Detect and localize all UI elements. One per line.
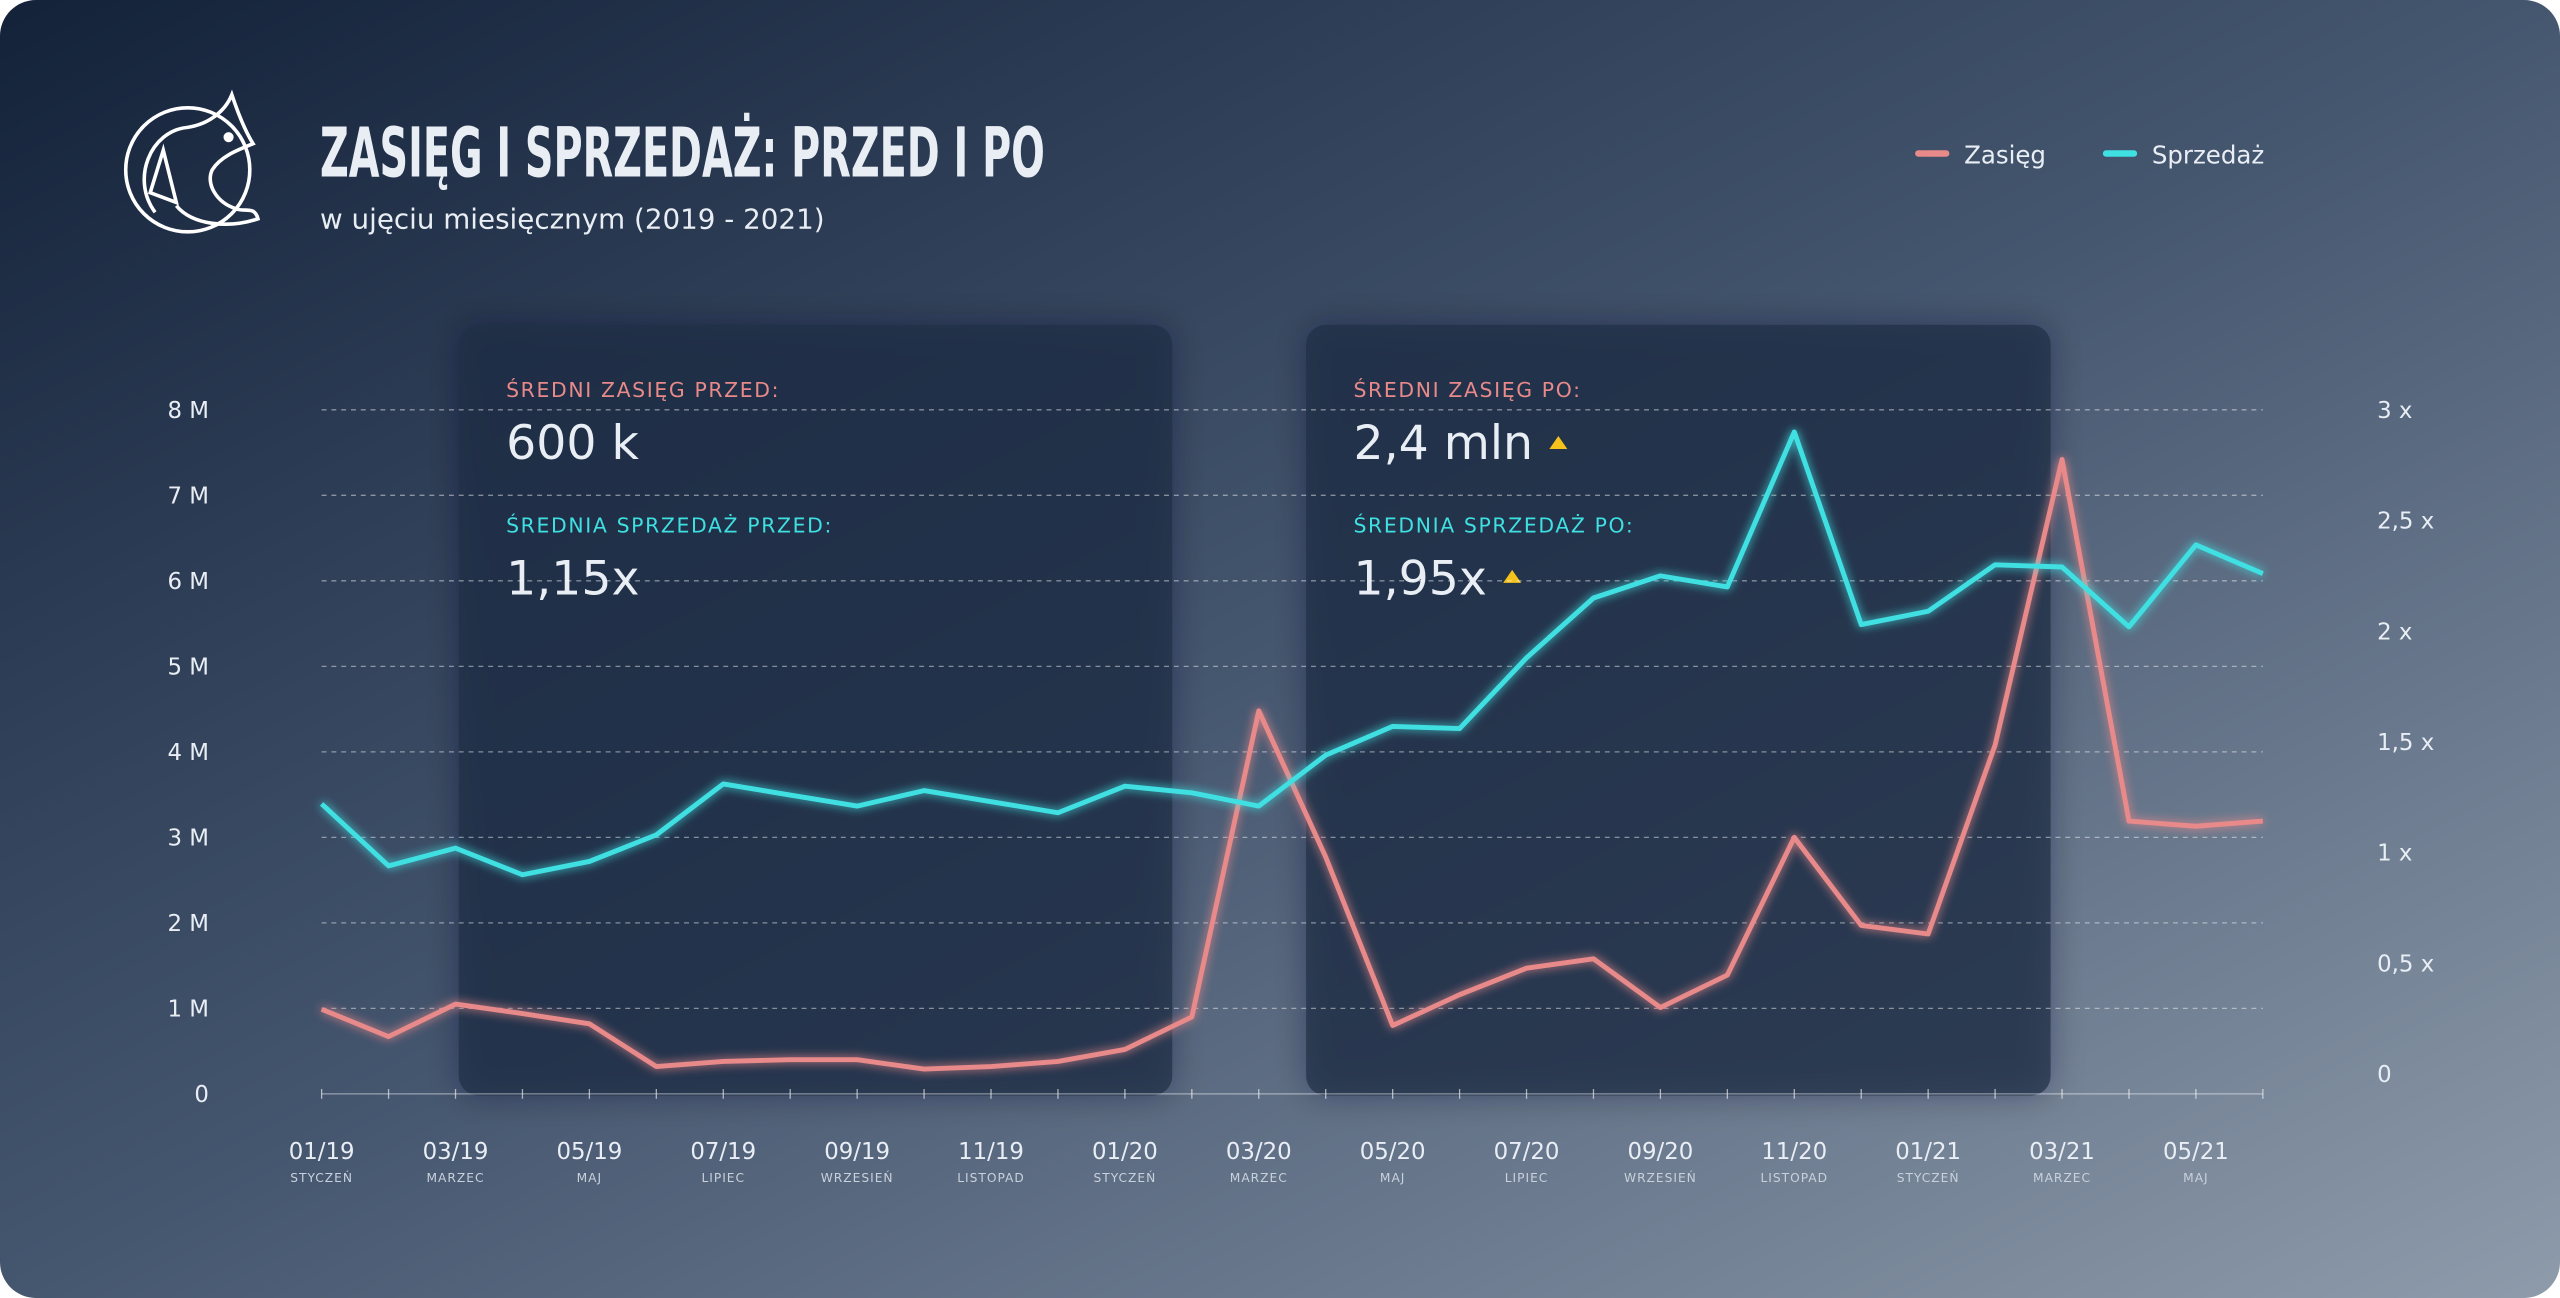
panel — [1306, 324, 2051, 1096]
x-tick-sublabel: WRZESIEŃ — [821, 1170, 894, 1185]
x-tick-label: 01/19 — [289, 1139, 355, 1165]
data-line — [319, 429, 2264, 878]
y-tick-label: 5 M — [167, 655, 209, 681]
x-tick-label: 09/20 — [1627, 1139, 1693, 1165]
y-tick-label: 8 M — [167, 398, 209, 424]
panel-label: ŚREDNIA SPRZEDAŻ PO: — [1353, 512, 1634, 537]
x-tick-sublabel: WRZESIEŃ — [1624, 1170, 1697, 1185]
x-tick-label: 01/21 — [1895, 1139, 1961, 1165]
x-tick-sublabel: MARZEC — [1230, 1171, 1288, 1185]
panel-value: 600 k — [506, 416, 639, 471]
x-tick-label: 05/19 — [556, 1139, 622, 1165]
logo — [123, 89, 261, 234]
x-tick-label: 05/21 — [2163, 1139, 2229, 1165]
y-tick-label: 2 M — [167, 911, 209, 937]
x-tick-label: 03/19 — [423, 1139, 489, 1165]
panel-value: 1,95x — [1353, 551, 1486, 606]
x-tick-label: 11/20 — [1761, 1139, 1827, 1165]
trend-up-icon — [1503, 569, 1522, 583]
y-tick-label: 1 M — [167, 997, 209, 1023]
panel-label: ŚREDNI ZASIĘG PRZED: — [506, 377, 780, 402]
y2-tick-label: 1,5 x — [2377, 730, 2434, 756]
x-tick-sublabel: MARZEC — [2033, 1171, 2091, 1185]
x-tick-sublabel: STYCZEŃ — [290, 1170, 353, 1185]
x-tick-sublabel: MAJ — [2183, 1171, 2208, 1185]
y-tick-label: 3 M — [167, 826, 209, 852]
x-tick-sublabel: LISTOPAD — [1761, 1171, 1829, 1185]
panel-value: 1,15x — [506, 551, 639, 606]
y-tick-label: 0 — [194, 1082, 209, 1108]
x-tick-label: 05/20 — [1360, 1139, 1426, 1165]
x-tick-sublabel: MAJ — [577, 1171, 602, 1185]
y2-tick-label: 3 x — [2377, 398, 2412, 424]
y2-tick-label: 0 — [2377, 1062, 2392, 1088]
x-tick-sublabel: MARZEC — [427, 1171, 485, 1185]
legend-label: Zasięg — [1964, 140, 2046, 169]
y-tick-label: 4 M — [167, 740, 209, 766]
y-tick-label: 7 M — [167, 483, 209, 509]
data-line — [320, 456, 2264, 1072]
x-tick-label: 09/19 — [824, 1139, 890, 1165]
y2-tick-label: 2,5 x — [2377, 509, 2434, 535]
y2-tick-label: 2 x — [2377, 619, 2412, 645]
panel-value: 2,4 mln — [1353, 416, 1533, 471]
trend-up-icon — [1549, 435, 1568, 449]
x-tick-sublabel: STYCZEŃ — [1094, 1170, 1157, 1185]
x-tick-sublabel: LIPIEC — [1505, 1171, 1549, 1185]
x-tick-sublabel: LIPIEC — [701, 1171, 745, 1185]
x-tick-label: 07/20 — [1494, 1139, 1560, 1165]
chart-subtitle: w ujęciu miesięcznym (2019 - 2021) — [320, 203, 825, 236]
panel-label: ŚREDNI ZASIĘG PO: — [1353, 377, 1581, 402]
x-tick-label: 03/21 — [2029, 1139, 2095, 1165]
x-tick-sublabel: STYCZEŃ — [1897, 1170, 1960, 1185]
x-tick-sublabel: LISTOPAD — [957, 1171, 1025, 1185]
x-tick-label: 07/19 — [690, 1139, 756, 1165]
chart-title: ZASIĘG I SPRZEDAŻ: PRZED I PO — [320, 111, 1045, 193]
x-tick-label: 11/19 — [958, 1139, 1024, 1165]
y2-tick-label: 1 x — [2377, 841, 2412, 867]
x-tick-label: 03/20 — [1226, 1139, 1292, 1165]
y-tick-label: 6 M — [167, 569, 209, 595]
panel-label: ŚREDNIA SPRZEDAŻ PRZED: — [506, 512, 833, 537]
y2-tick-label: 0,5 x — [2377, 951, 2434, 977]
x-tick-sublabel: MAJ — [1380, 1171, 1405, 1185]
legend-label: Sprzedaż — [2152, 140, 2264, 169]
panel — [458, 324, 1173, 1096]
x-tick-label: 01/20 — [1092, 1139, 1158, 1165]
